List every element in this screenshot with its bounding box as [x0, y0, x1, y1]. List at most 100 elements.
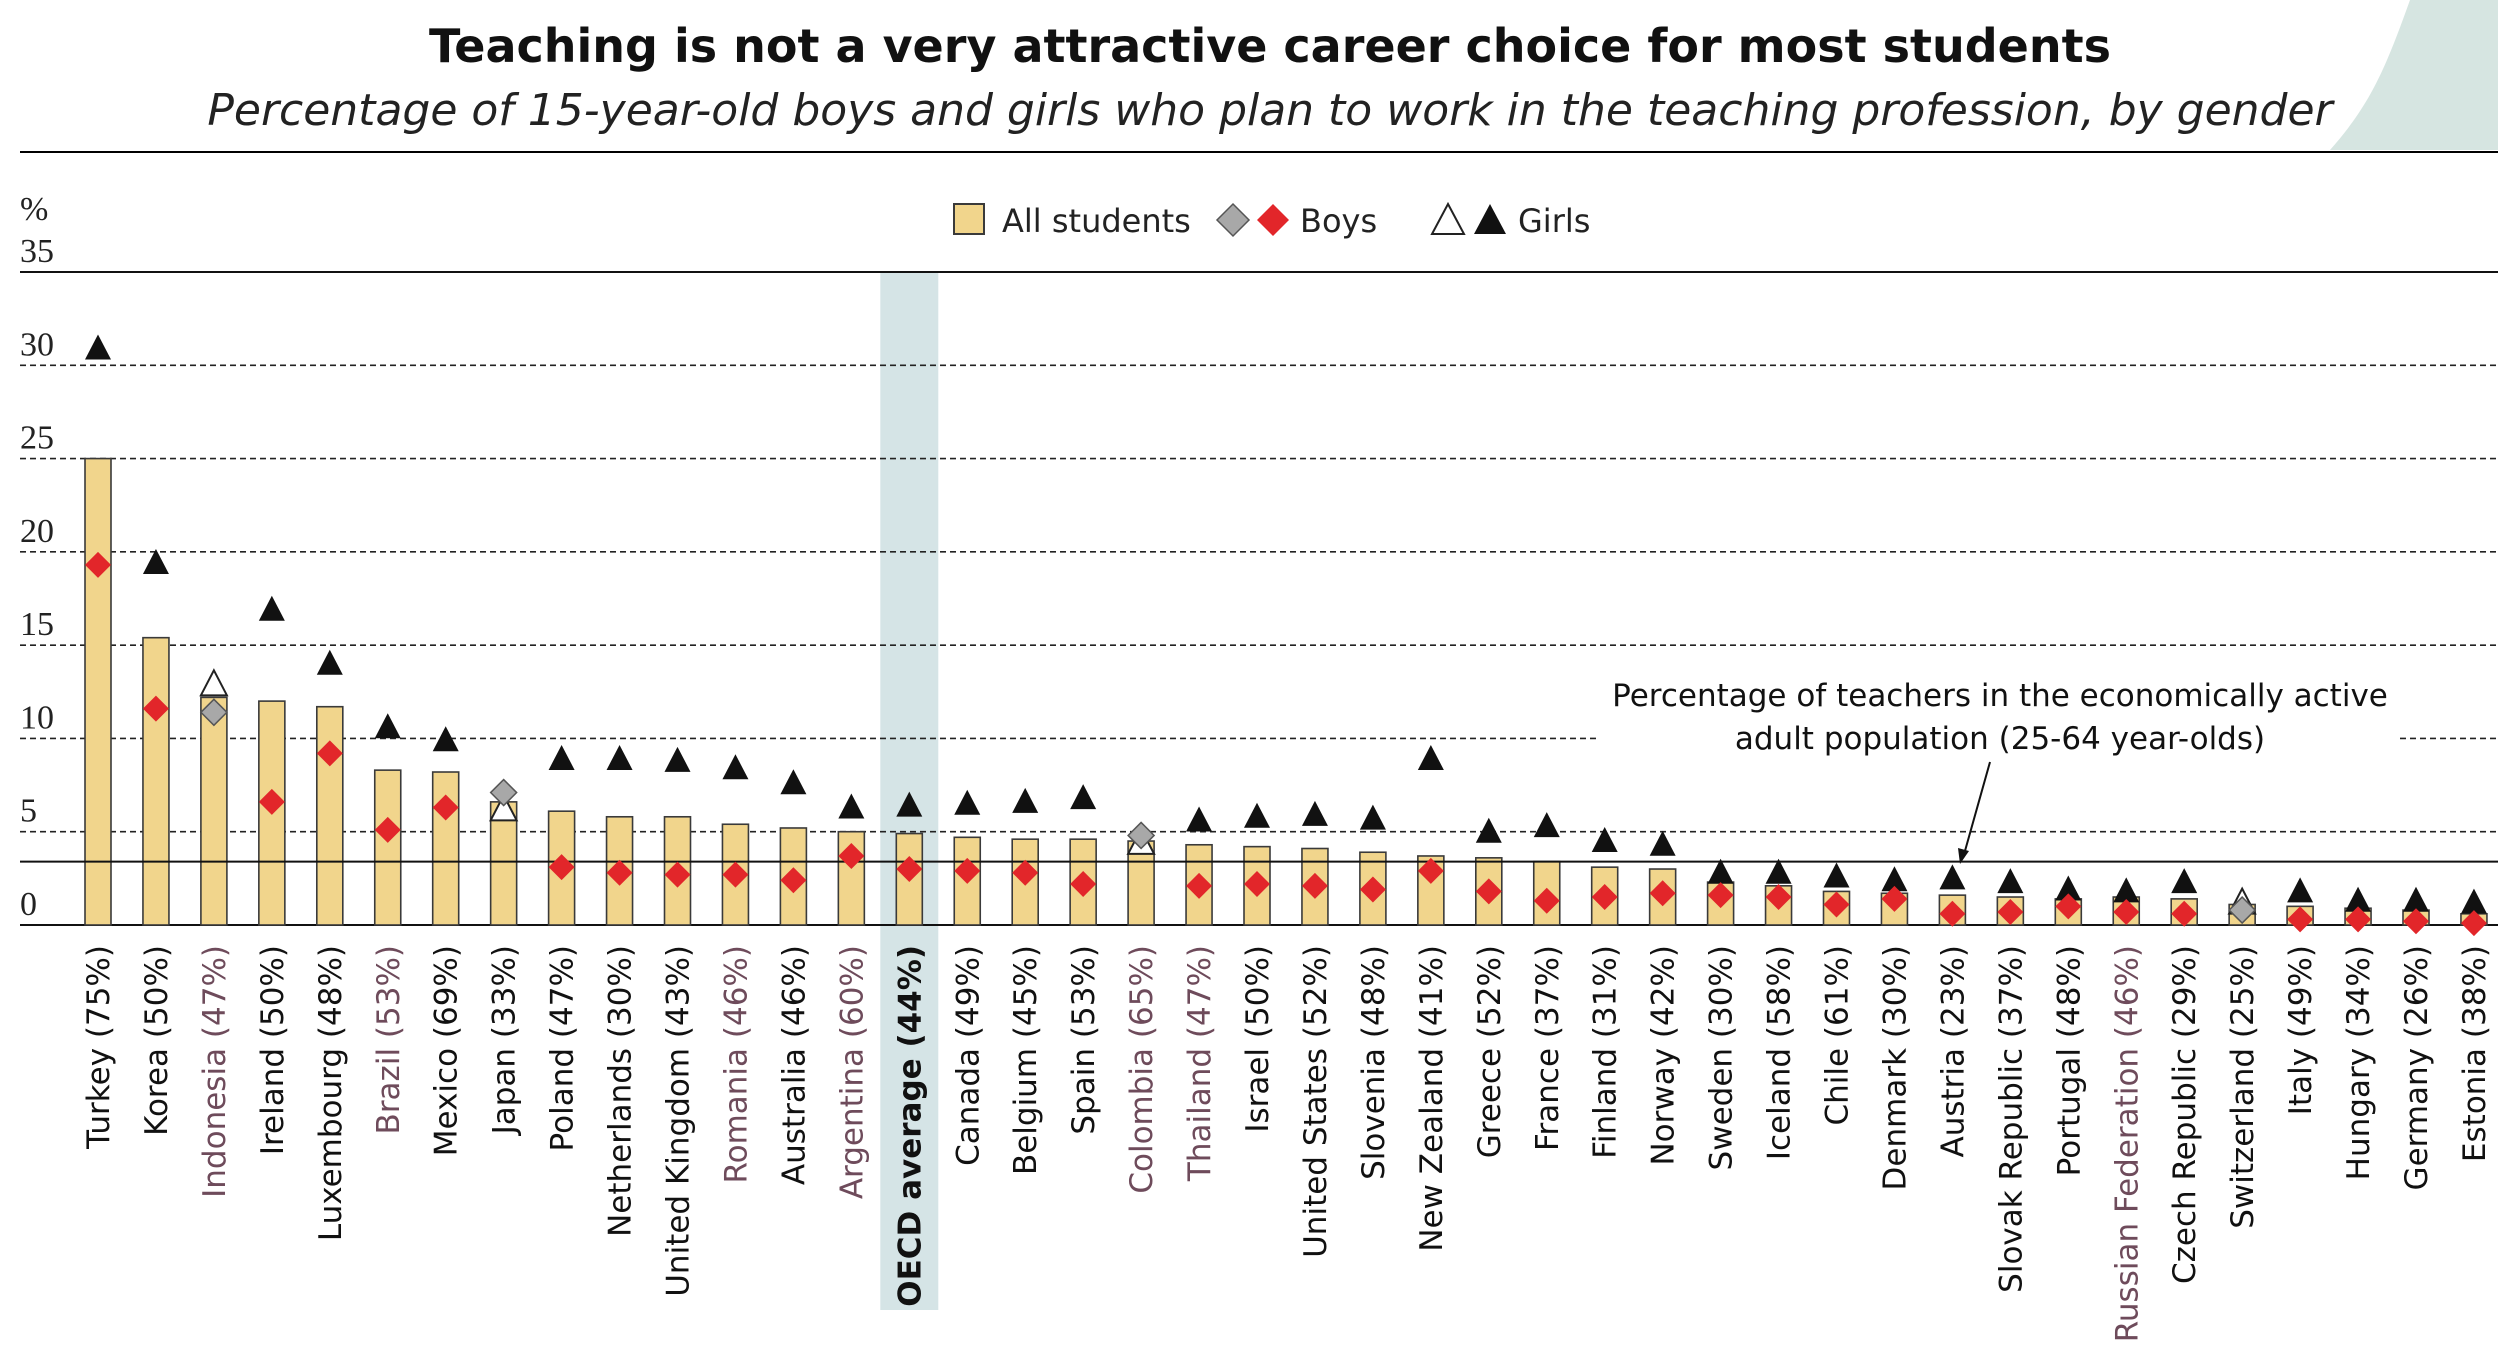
- girls-marker-iceland-58: [1765, 858, 1792, 884]
- x-label-australia-46: Australia (46%): [776, 945, 812, 1185]
- boys-marker-israel-50: [1244, 870, 1270, 897]
- x-label-switzerland-25: Switzerland (25%): [2225, 945, 2261, 1229]
- x-label-estonia-38: Estonia (38%): [2457, 945, 2493, 1162]
- corner-accent: [2330, 0, 2498, 150]
- girls-marker-oecd-average-44: [896, 791, 923, 817]
- boys-marker-norway-42: [1649, 880, 1676, 907]
- girls-marker-israel-50: [1244, 802, 1270, 828]
- girls-marker-spain-53: [1070, 784, 1097, 810]
- x-label-sweden-30: Sweden (30%): [1704, 945, 1740, 1170]
- boys-marker-romania-46: [722, 861, 749, 888]
- x-label-ireland-50: Ireland (50%): [255, 945, 291, 1155]
- girls-marker-greece-52: [1475, 817, 1502, 843]
- x-label-france-37: France (37%): [1530, 945, 1566, 1151]
- boys-marker-canada-49: [954, 857, 981, 884]
- girls-marker-canada-49: [954, 789, 981, 815]
- bar-brazil-53: [373, 769, 402, 926]
- boys-marker-new-zealand-41: [1417, 857, 1444, 884]
- girls-marker-romania-46: [722, 754, 749, 780]
- boys-marker-luxembourg-48: [316, 740, 343, 767]
- x-label-brazil-53: Brazil (53%): [371, 945, 407, 1134]
- boys-marker-spain-53: [1070, 870, 1097, 897]
- x-label-oecd-average-44: OECD average (44%): [892, 945, 928, 1307]
- boys-marker-czech-republic-29: [2171, 900, 2198, 927]
- boys-marker-turkey-75: [85, 551, 111, 578]
- x-label-greece-52: Greece (52%): [1472, 945, 1508, 1158]
- boys-marker-belgium-45: [1012, 859, 1039, 886]
- girls-marker-luxembourg-48: [316, 649, 343, 675]
- boys-marker-thailand-47: [1186, 872, 1213, 899]
- boys-marker-germany-26: [2403, 908, 2429, 935]
- y-axis-unit-label: %: [20, 191, 48, 228]
- girls-marker-italy-49: [2287, 877, 2314, 903]
- legend-label-boys: Boys: [1300, 202, 1377, 240]
- boys-marker-mexico-69: [432, 794, 459, 821]
- boys-marker-denmark-30: [1881, 885, 1908, 912]
- girls-marker-thailand-47: [1186, 806, 1213, 832]
- girls-marker-france-37: [1533, 812, 1560, 838]
- chart-title: Teaching is not a very attractive career…: [429, 19, 2111, 73]
- girls-marker-estonia-38: [2460, 888, 2487, 914]
- y-tick-labels: 0 5 10 15 20 25 30 35: [20, 233, 54, 923]
- legend-label-girls: Girls: [1518, 202, 1590, 240]
- boys-marker-switzerland-25: [2228, 896, 2257, 925]
- boys-marker-iceland-58: [1765, 884, 1792, 911]
- legend-girls-hollow-triangle: [1430, 201, 1466, 235]
- legend-boys-red-diamond: [1257, 204, 1289, 236]
- annotation-pointer: [1962, 761, 1991, 859]
- girls-marker-argentina-60: [838, 793, 865, 819]
- girls-marker-poland-47: [548, 744, 575, 770]
- bar-argentina-60: [837, 830, 866, 926]
- x-label-canada-49: Canada (49%): [950, 945, 986, 1166]
- boys-marker-japan-33: [489, 778, 518, 807]
- legend: All students Boys Girls: [953, 201, 1590, 240]
- x-label-israel-50: Israel (50%): [1240, 945, 1276, 1133]
- girls-marker-united-kingdom-43: [664, 746, 691, 772]
- x-label-united-states-52: United States (52%): [1298, 945, 1334, 1258]
- x-label-netherlands-30: Netherlands (30%): [603, 945, 639, 1237]
- boys-marker-portugal-48: [2055, 893, 2082, 920]
- boys-marker-italy-49: [2287, 906, 2314, 933]
- x-label-luxembourg-48: Luxembourg (48%): [313, 945, 349, 1241]
- legend-label-all-students: All students: [1002, 202, 1191, 240]
- y-tick-label-5: 5: [20, 793, 37, 830]
- y-tick-label-15: 15: [20, 606, 54, 643]
- bar-korea-50: [142, 636, 170, 926]
- x-label-finland-31: Finland (31%): [1588, 945, 1624, 1159]
- girls-marker-slovenia-48: [1359, 804, 1386, 830]
- legend-boys-grey-diamond: [1215, 202, 1251, 238]
- girls-marker-netherlands-30: [606, 744, 633, 770]
- y-tick-label-0: 0: [20, 886, 37, 923]
- boys-marker-finland-31: [1591, 884, 1618, 911]
- x-label-slovenia-48: Slovenia (48%): [1356, 945, 1392, 1180]
- y-tick-label-20: 20: [20, 513, 54, 550]
- bar-luxembourg-48: [315, 705, 344, 926]
- boys-marker-poland-47: [548, 854, 575, 881]
- boys-marker-netherlands-30: [606, 859, 633, 886]
- boys-marker-oecd-average-44: [896, 856, 923, 883]
- legend-girls-solid-triangle: [1474, 204, 1506, 234]
- girls-marker-mexico-69: [432, 726, 459, 752]
- y-tick-label-10: 10: [20, 699, 54, 736]
- boys-marker-slovenia-48: [1359, 876, 1386, 903]
- boys-marker-sweden-30: [1707, 882, 1734, 909]
- x-label-united-kingdom-43: United Kingdom (43%): [661, 945, 697, 1297]
- girls-marker-indonesia-47: [199, 668, 229, 697]
- x-label-portugal-48: Portugal (48%): [2051, 945, 2087, 1176]
- boys-marker-austria-23: [1939, 900, 1966, 927]
- x-label-indonesia-47: Indonesia (47%): [197, 945, 233, 1198]
- y-tick-label-30: 30: [20, 326, 54, 363]
- legend-swatch-all-students: [953, 203, 985, 235]
- x-label-russian-federation-46: Russian Federation (46%): [2109, 945, 2145, 1342]
- x-label-japan-33: Japan (33%): [487, 945, 523, 1136]
- x-tick-labels: Turkey (75%) Korea (50%) Indonesia (47%) Ir…: [81, 945, 2493, 1342]
- x-label-colombia-65: Colombia (65%): [1124, 945, 1160, 1194]
- boys-marker-indonesia-47: [199, 698, 228, 727]
- girls-marker-australia-46: [780, 769, 807, 795]
- x-label-italy-49: Italy (49%): [2283, 945, 2319, 1115]
- boys-marker-hungary-34: [2345, 906, 2372, 933]
- annotation-background: [1600, 670, 2400, 770]
- boys-marker-chile-61: [1823, 891, 1850, 918]
- x-label-romania-46: Romania (46%): [718, 945, 754, 1184]
